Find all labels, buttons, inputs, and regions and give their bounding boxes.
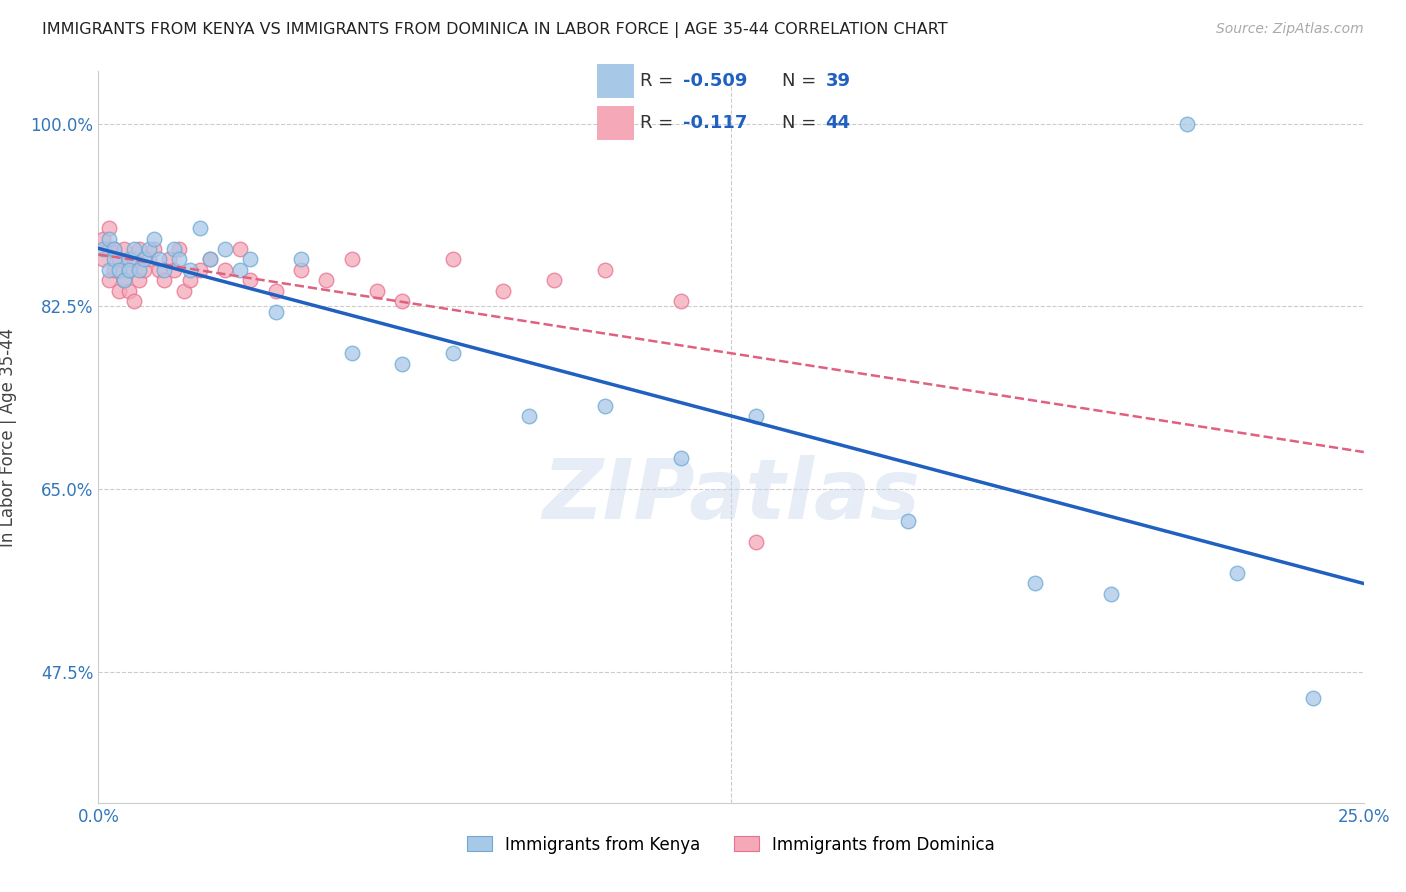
- Point: [107, 252, 129, 267]
- Point: [214, 242, 236, 256]
- Point: [745, 409, 768, 424]
- Point: [128, 263, 150, 277]
- Point: [157, 252, 180, 267]
- Point: [340, 252, 363, 267]
- Point: [340, 346, 363, 360]
- Point: [169, 252, 191, 267]
- Point: [103, 242, 125, 256]
- Legend: Immigrants from Kenya, Immigrants from Dominica: Immigrants from Kenya, Immigrants from D…: [460, 829, 1002, 860]
- Point: [163, 263, 186, 277]
- Point: [441, 346, 464, 360]
- Point: [122, 252, 145, 267]
- Point: [148, 252, 170, 267]
- Point: [239, 252, 262, 267]
- Point: [492, 284, 515, 298]
- Point: [143, 242, 166, 256]
- FancyBboxPatch shape: [596, 106, 634, 140]
- Text: N =: N =: [782, 72, 823, 90]
- Point: [93, 252, 115, 267]
- Point: [593, 399, 616, 413]
- Point: [128, 273, 150, 287]
- Point: [143, 231, 166, 245]
- Point: [138, 252, 160, 267]
- Point: [229, 242, 252, 256]
- Point: [122, 294, 145, 309]
- Point: [97, 273, 120, 287]
- Point: [179, 263, 201, 277]
- Point: [543, 273, 565, 287]
- Point: [290, 263, 312, 277]
- Point: [97, 242, 120, 256]
- Text: 44: 44: [825, 114, 851, 132]
- Point: [669, 450, 692, 465]
- Point: [132, 252, 155, 267]
- Point: [897, 514, 920, 528]
- Point: [118, 284, 141, 298]
- Point: [198, 252, 221, 267]
- Point: [441, 252, 464, 267]
- Point: [1024, 576, 1046, 591]
- Point: [239, 273, 262, 287]
- Point: [112, 273, 135, 287]
- Y-axis label: In Labor Force | Age 35-44: In Labor Force | Age 35-44: [0, 327, 17, 547]
- Point: [669, 294, 692, 309]
- Point: [173, 284, 195, 298]
- Point: [198, 252, 221, 267]
- Point: [148, 263, 170, 277]
- Point: [264, 284, 287, 298]
- Point: [153, 273, 176, 287]
- Text: IMMIGRANTS FROM KENYA VS IMMIGRANTS FROM DOMINICA IN LABOR FORCE | AGE 35-44 COR: IMMIGRANTS FROM KENYA VS IMMIGRANTS FROM…: [42, 22, 948, 38]
- Point: [132, 263, 155, 277]
- Point: [112, 273, 135, 287]
- Point: [112, 242, 135, 256]
- Point: [214, 263, 236, 277]
- Text: -0.117: -0.117: [683, 114, 748, 132]
- Point: [107, 263, 129, 277]
- Point: [179, 273, 201, 287]
- Point: [593, 263, 616, 277]
- Point: [103, 242, 125, 256]
- Point: [163, 242, 186, 256]
- Point: [1302, 691, 1324, 706]
- Text: 39: 39: [825, 72, 851, 90]
- Point: [188, 263, 211, 277]
- Point: [93, 242, 115, 256]
- Point: [97, 221, 120, 235]
- Text: -0.509: -0.509: [683, 72, 748, 90]
- Point: [118, 252, 141, 267]
- Point: [188, 221, 211, 235]
- Point: [128, 242, 150, 256]
- Point: [97, 231, 120, 245]
- FancyBboxPatch shape: [596, 64, 634, 98]
- Point: [103, 263, 125, 277]
- Point: [366, 284, 388, 298]
- Point: [290, 252, 312, 267]
- Point: [745, 534, 768, 549]
- Point: [97, 263, 120, 277]
- Point: [107, 284, 129, 298]
- Point: [1226, 566, 1249, 580]
- Point: [1175, 117, 1198, 131]
- Text: Source: ZipAtlas.com: Source: ZipAtlas.com: [1216, 22, 1364, 37]
- Point: [93, 231, 115, 245]
- Text: R =: R =: [640, 72, 679, 90]
- Point: [391, 294, 413, 309]
- Point: [517, 409, 540, 424]
- Point: [315, 273, 337, 287]
- Text: ZIPatlas: ZIPatlas: [543, 455, 920, 536]
- Point: [229, 263, 252, 277]
- Point: [153, 263, 176, 277]
- Text: N =: N =: [782, 114, 823, 132]
- Point: [1099, 587, 1122, 601]
- Point: [118, 263, 141, 277]
- Point: [118, 263, 141, 277]
- Point: [138, 242, 160, 256]
- Point: [103, 252, 125, 267]
- Point: [391, 357, 413, 371]
- Point: [122, 242, 145, 256]
- Point: [169, 242, 191, 256]
- Point: [264, 304, 287, 318]
- Text: R =: R =: [640, 114, 679, 132]
